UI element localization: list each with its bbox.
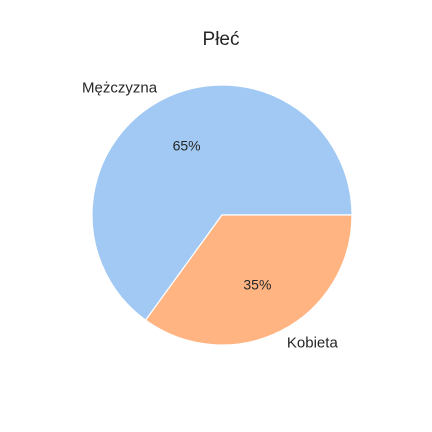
pie-slices [91, 84, 353, 346]
pie-slice-1 [91, 84, 353, 322]
pie-labels: 65% Mężczyzna 35% Kobieta [82, 80, 338, 352]
slice-category-label-2: Kobieta [287, 334, 339, 351]
slice-category-label-1: Mężczyzna [82, 80, 158, 97]
slice-percent-label-1: 65% [173, 138, 201, 154]
pie-slice-2 [144, 214, 353, 346]
slice-percent-label-2: 35% [243, 276, 271, 292]
chart-title: Płeć [203, 29, 240, 50]
